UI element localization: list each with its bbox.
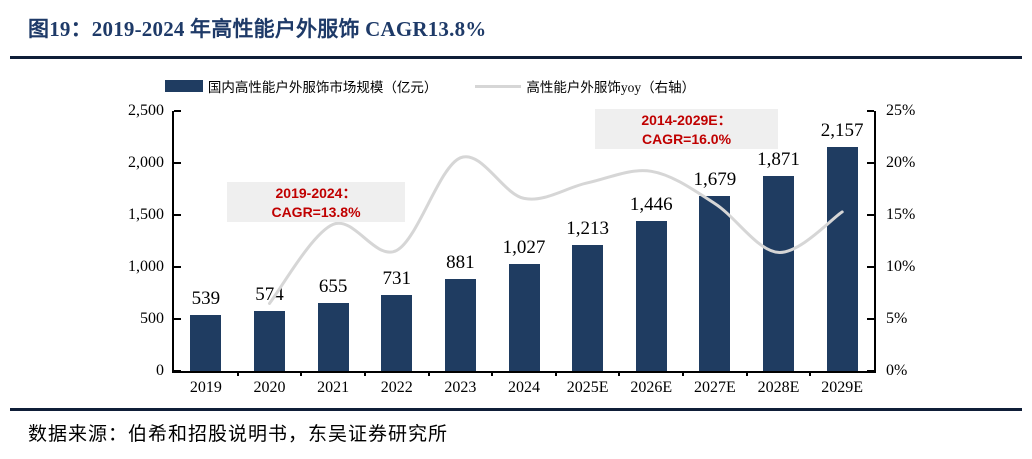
x-axis-label: 2026E	[630, 379, 673, 396]
legend-item-yoy: 高性能户外服饰yoy（右轴）	[475, 76, 695, 96]
y-axis-tick-left	[174, 370, 181, 372]
x-axis-label: 2028E	[757, 379, 800, 396]
title-divider-line	[10, 56, 1022, 59]
x-axis-label: 2029E	[821, 379, 864, 396]
y-axis-tick-label-right: 25%	[886, 102, 916, 119]
bar-value-label: 539	[191, 287, 221, 309]
x-axis-tick	[682, 371, 685, 376]
x-axis-tick	[236, 371, 239, 376]
annotation-cagr-2019-2024: 2019-2024： CAGR=13.8%	[227, 182, 405, 222]
y-axis-tick-left	[174, 266, 181, 268]
x-axis-tick	[427, 371, 430, 376]
bar-value-label: 1,446	[629, 193, 673, 215]
y-axis-tick-label-right: 20%	[886, 154, 916, 171]
y-axis-tick-right	[867, 214, 874, 216]
x-axis-label: 2025E	[566, 379, 609, 396]
y-axis-tick-right	[867, 162, 874, 164]
x-axis-tick	[618, 371, 621, 376]
y-axis-tick-label-left: 0	[156, 362, 164, 379]
y-axis-tick-label-left: 2,500	[128, 102, 164, 119]
legend-label-market-size: 国内高性能户外服饰市场规模（亿元）	[207, 80, 438, 95]
bar-value-label: 1,027	[502, 237, 546, 259]
x-axis-tick	[300, 371, 303, 376]
annotation-line: 2014-2029E：	[641, 112, 732, 128]
x-axis-tick	[809, 371, 812, 376]
bar-series-swatch	[164, 80, 203, 92]
bar	[826, 146, 858, 371]
x-axis-label: 2023	[444, 379, 477, 396]
bar	[317, 302, 349, 371]
y-axis-tick-label-left: 1,000	[128, 258, 164, 275]
annotation-line: CAGR=16.0%	[641, 131, 732, 147]
x-axis-tick	[491, 371, 494, 376]
y-axis-tick-label-right: 15%	[886, 206, 916, 223]
bar	[635, 220, 667, 371]
y-axis-tick-right	[867, 110, 874, 112]
bar-value-label: 2,157	[820, 119, 864, 141]
figure-title: 图19：2019-2024 年高性能户外服饰 CAGR13.8%	[28, 17, 487, 41]
y-axis-tick-right	[867, 266, 874, 268]
line-series-swatch	[475, 84, 522, 88]
annotation-line: CAGR=13.8%	[271, 204, 361, 220]
annotation-cagr-2014-2029e: 2014-2029E： CAGR=16.0%	[595, 109, 778, 149]
legend-item-market-size: 国内高性能户外服饰市场规模（亿元）	[164, 76, 438, 96]
y-axis-tick-label-left: 500	[140, 310, 164, 327]
x-axis-label: 2019	[189, 379, 222, 396]
bar	[699, 196, 731, 371]
y-axis-tick-label-right: 10%	[886, 258, 916, 275]
legend-label-yoy: 高性能户外服饰yoy（右轴）	[526, 80, 696, 95]
bar-value-label: 1,679	[693, 169, 737, 191]
bar-value-label: 1,871	[757, 149, 800, 171]
bar	[190, 314, 222, 371]
x-axis-tick	[363, 371, 366, 376]
y-axis-tick-left	[174, 162, 181, 164]
bar	[763, 176, 795, 371]
chart-legend: 国内高性能户外服饰市场规模（亿元） 高性能户外服饰yoy（右轴）	[0, 76, 860, 96]
footer-divider-line	[10, 408, 1022, 411]
x-axis-tick	[554, 371, 557, 376]
y-axis-tick-right	[867, 318, 874, 320]
bar-value-label: 1,213	[566, 217, 609, 239]
y-axis-tick-label-right: 5%	[886, 310, 908, 327]
y-axis-tick-label-left: 1,500	[128, 206, 164, 223]
x-axis-tick	[745, 371, 748, 376]
bar	[444, 279, 476, 371]
data-source-caption: 数据来源：伯希和招股说明书，东吴证券研究所	[28, 424, 449, 445]
plot-area: 2,500 2,000 1,500 1,000 500 0 25% 20% 15% 10% 5% 0%…	[128, 102, 915, 396]
bar	[508, 264, 540, 371]
x-axis-label: 2020	[253, 379, 286, 396]
x-axis-label: 2027E	[694, 379, 736, 396]
y-axis-tick-right	[867, 370, 874, 372]
bar	[572, 244, 604, 371]
bar	[381, 295, 413, 371]
x-axis-label: 2024	[508, 379, 540, 396]
x-axis-label: 2022	[380, 379, 413, 396]
y-axis-tick-left	[174, 214, 181, 216]
y-axis-tick-left	[174, 110, 181, 112]
annotation-line: 2019-2024：	[275, 185, 357, 201]
x-axis-label: 2021	[317, 379, 350, 396]
y-axis-tick-left	[174, 318, 181, 320]
y-axis-tick-label-left: 2,000	[128, 154, 164, 171]
bar	[253, 311, 285, 371]
y-axis-tick-label-right: 0%	[886, 362, 908, 379]
